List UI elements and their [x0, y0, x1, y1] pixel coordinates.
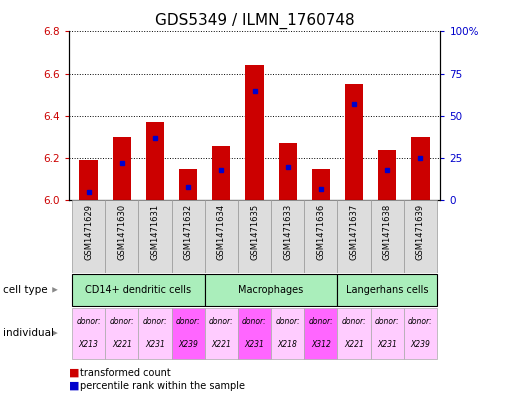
FancyBboxPatch shape — [238, 200, 271, 273]
FancyBboxPatch shape — [371, 308, 404, 358]
FancyBboxPatch shape — [72, 274, 205, 306]
FancyBboxPatch shape — [105, 200, 138, 273]
Bar — [79, 160, 98, 200]
Text: donor:: donor: — [408, 317, 433, 326]
FancyBboxPatch shape — [205, 274, 337, 306]
Text: GSM1471629: GSM1471629 — [84, 204, 93, 260]
FancyBboxPatch shape — [271, 308, 304, 358]
Bar — [146, 122, 164, 200]
FancyBboxPatch shape — [205, 200, 238, 273]
Text: GSM1471635: GSM1471635 — [250, 204, 259, 260]
Text: GSM1471632: GSM1471632 — [184, 204, 192, 260]
Text: GSM1471633: GSM1471633 — [283, 204, 292, 260]
Text: ■: ■ — [69, 381, 79, 391]
Bar — [245, 65, 264, 200]
FancyBboxPatch shape — [172, 200, 205, 273]
FancyBboxPatch shape — [72, 308, 105, 358]
Text: X213: X213 — [79, 340, 99, 349]
Text: donor:: donor: — [109, 317, 134, 326]
Text: individual: individual — [3, 328, 53, 338]
Text: X312: X312 — [311, 340, 331, 349]
Text: X231: X231 — [244, 340, 265, 349]
Text: donor:: donor: — [143, 317, 167, 326]
FancyBboxPatch shape — [371, 200, 404, 273]
FancyBboxPatch shape — [304, 200, 337, 273]
Text: X221: X221 — [211, 340, 231, 349]
Bar — [278, 143, 297, 200]
Text: GSM1471634: GSM1471634 — [217, 204, 226, 260]
Text: X218: X218 — [278, 340, 298, 349]
Bar — [378, 150, 397, 200]
Bar — [411, 137, 430, 200]
FancyBboxPatch shape — [404, 308, 437, 358]
Text: X239: X239 — [410, 340, 430, 349]
Text: GSM1471637: GSM1471637 — [350, 204, 358, 260]
FancyBboxPatch shape — [337, 200, 371, 273]
FancyBboxPatch shape — [271, 200, 304, 273]
FancyBboxPatch shape — [138, 200, 172, 273]
Text: donor:: donor: — [76, 317, 101, 326]
Text: Langerhans cells: Langerhans cells — [346, 285, 429, 295]
Text: GSM1471630: GSM1471630 — [117, 204, 126, 260]
Bar — [112, 137, 131, 200]
Bar — [212, 145, 231, 200]
FancyBboxPatch shape — [404, 200, 437, 273]
FancyBboxPatch shape — [72, 200, 105, 273]
FancyBboxPatch shape — [337, 308, 371, 358]
Text: ■: ■ — [69, 367, 79, 378]
Text: X231: X231 — [145, 340, 165, 349]
Text: X221: X221 — [112, 340, 132, 349]
Text: GSM1471638: GSM1471638 — [383, 204, 392, 260]
Text: X231: X231 — [377, 340, 397, 349]
Text: Macrophages: Macrophages — [238, 285, 304, 295]
Text: donor:: donor: — [176, 317, 201, 326]
Text: donor:: donor: — [242, 317, 267, 326]
Text: transformed count: transformed count — [80, 367, 171, 378]
Title: GDS5349 / ILMN_1760748: GDS5349 / ILMN_1760748 — [155, 13, 354, 29]
Text: X239: X239 — [178, 340, 198, 349]
Text: donor:: donor: — [275, 317, 300, 326]
Text: cell type: cell type — [3, 285, 47, 295]
Bar — [345, 84, 363, 200]
FancyBboxPatch shape — [304, 308, 337, 358]
Text: donor:: donor: — [375, 317, 400, 326]
Text: X221: X221 — [344, 340, 364, 349]
FancyBboxPatch shape — [105, 308, 138, 358]
FancyBboxPatch shape — [138, 308, 172, 358]
Text: percentile rank within the sample: percentile rank within the sample — [80, 381, 245, 391]
FancyBboxPatch shape — [205, 308, 238, 358]
Text: donor:: donor: — [342, 317, 366, 326]
FancyBboxPatch shape — [172, 308, 205, 358]
Text: GSM1471639: GSM1471639 — [416, 204, 425, 260]
Bar — [312, 169, 330, 200]
Text: GSM1471636: GSM1471636 — [317, 204, 325, 260]
Bar — [179, 169, 197, 200]
Text: CD14+ dendritic cells: CD14+ dendritic cells — [86, 285, 191, 295]
FancyBboxPatch shape — [337, 274, 437, 306]
Text: GSM1471631: GSM1471631 — [151, 204, 159, 260]
Text: donor:: donor: — [308, 317, 333, 326]
Text: donor:: donor: — [209, 317, 234, 326]
FancyBboxPatch shape — [238, 308, 271, 358]
